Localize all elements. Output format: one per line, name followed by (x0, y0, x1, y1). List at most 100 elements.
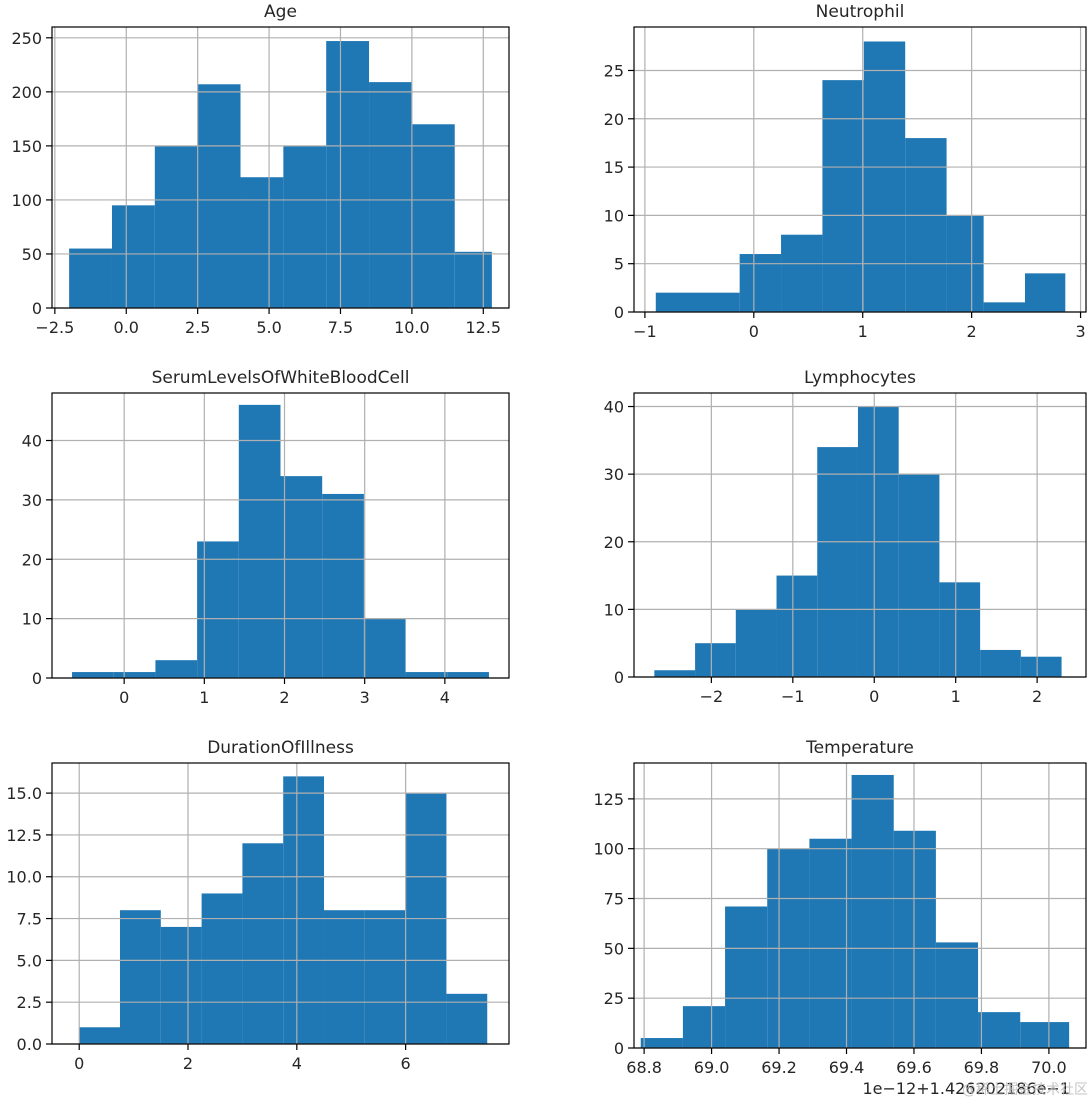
histogram-bar (283, 776, 325, 1044)
histogram-bar (781, 234, 823, 312)
x-tick-label: 0 (749, 322, 759, 341)
histogram-bar (655, 292, 740, 312)
histogram-bar (905, 138, 947, 312)
y-tick-label: 250 (11, 29, 42, 48)
axes-frame (633, 26, 1087, 313)
histogram-bar (978, 1012, 1021, 1048)
histogram-bar (446, 993, 488, 1044)
x-tick-label: 69.2 (761, 1058, 797, 1077)
histogram-bar (851, 774, 894, 1048)
histogram-bar (776, 575, 818, 677)
x-tick-label: 2 (1032, 687, 1042, 706)
y-tick-label: 25 (604, 989, 624, 1008)
x-tick-label: −2 (700, 687, 724, 706)
histogram-bar (980, 649, 1021, 677)
x-tick-label: 2.5 (185, 318, 210, 337)
chart-panel: −1 0 1 2 3 0 5 10 15 20 25 Neutrophil (604, 2, 1087, 341)
x-tick-label: −2.5 (35, 318, 74, 337)
x-tick-label: 12.5 (465, 318, 501, 337)
y-tick-label: 5 (614, 255, 624, 274)
y-tick-label: 20 (22, 550, 42, 569)
y-tick-label: 150 (11, 137, 42, 156)
histogram-bar (817, 447, 858, 677)
chart-title: Neutrophil (816, 2, 905, 22)
x-tick-label: −1 (633, 322, 657, 341)
x-tick-label: 2 (183, 1054, 193, 1073)
histogram-bar (1025, 273, 1066, 312)
x-tick-label: 0 (74, 1054, 84, 1073)
chart-title: Lymphocytes (804, 368, 916, 388)
histogram-bar (822, 80, 864, 312)
y-tick-label: 0 (32, 299, 42, 318)
histogram-bar (283, 145, 327, 308)
x-tick-label: 3 (1075, 322, 1085, 341)
y-tick-label: 50 (604, 939, 624, 958)
axes-frame (51, 392, 510, 679)
histogram-bar (893, 830, 936, 1048)
x-tick-label: 10.0 (394, 318, 430, 337)
chart-panel: 0 1 2 3 4010203040SerumLevelsOfWhiteBloodCel… (22, 368, 510, 707)
y-tick-label: 15 (604, 158, 624, 177)
x-tick-label: 1 (199, 688, 209, 707)
chart-title: Age (264, 2, 297, 22)
histogram-bar (364, 910, 406, 1044)
axes-frame (633, 392, 1087, 678)
histogram-bar (79, 1027, 121, 1044)
axes-frame (51, 762, 510, 1045)
x-tick-label: 4 (292, 1054, 302, 1073)
chart-title: Temperature (805, 738, 914, 758)
y-tick-label: 30 (22, 491, 42, 510)
x-tick-label: 0 (869, 687, 879, 706)
histogram-bar (363, 618, 406, 678)
y-tick-label: 40 (22, 432, 42, 451)
temperature-offset-text: 1e−12+1.426202186e−1 (862, 1079, 1070, 1098)
histogram-bar (69, 248, 112, 308)
axes-frame (633, 762, 1087, 1049)
histogram-bar (863, 41, 906, 313)
x-tick-label: 1 (858, 322, 868, 341)
y-tick-label: 10 (22, 610, 42, 629)
y-tick-label: 10 (604, 206, 624, 225)
histogram-bar (735, 609, 777, 677)
histogram-bar (197, 84, 241, 309)
y-tick-label: 125 (593, 790, 624, 809)
x-tick-label: 3 (360, 688, 370, 707)
y-tick-label: 100 (593, 840, 624, 859)
y-tick-label: 2.5 (17, 993, 42, 1012)
x-tick-label: 70.0 (1031, 1058, 1067, 1077)
histogram-bar (725, 906, 768, 1048)
histogram-bar (695, 643, 736, 677)
y-tick-label: 30 (604, 465, 624, 484)
x-tick-label: 5.0 (256, 318, 281, 337)
y-tick-label: 10 (604, 600, 624, 619)
x-tick-label: −1 (781, 687, 805, 706)
chart-title: DurationOfIllness (207, 738, 354, 758)
y-tick-label: 200 (11, 83, 42, 102)
histogram-bar (326, 41, 370, 309)
watermark-text: @稀土掘金技术社区 (962, 1082, 1088, 1098)
histogram-bar (155, 660, 198, 678)
chart-panel: 0 2 4 6 0.0 2.5 5.0 7.5 10.0 12.5 15.0 DurationOfIl… (6, 738, 510, 1073)
histogram-bar (120, 910, 161, 1044)
x-tick-label: 2 (279, 688, 289, 707)
histogram-bar (654, 670, 696, 677)
histogram-bar (935, 942, 979, 1048)
chart-panel: 68.8 69.0 69.2 69.4 69.6 69.8 70.0 0 25 50 75 100 12… (593, 738, 1087, 1077)
x-tick-label: 2 (967, 322, 977, 341)
x-tick-label: 6 (401, 1054, 411, 1073)
x-tick-label: 0 (119, 688, 129, 707)
x-tick-label: 1 (951, 687, 961, 706)
y-tick-label: 0 (32, 669, 42, 688)
histogram-bar (447, 672, 489, 678)
histogram-bar (898, 474, 940, 677)
x-tick-label: 69.0 (694, 1058, 730, 1077)
histogram-bar (238, 404, 281, 678)
histogram-bar (405, 672, 448, 678)
histogram-bar (983, 302, 1026, 312)
histogram-bar (242, 843, 284, 1044)
x-tick-label: 4 (440, 688, 450, 707)
y-tick-label: 40 (604, 398, 624, 417)
histogram-bar (154, 145, 198, 308)
